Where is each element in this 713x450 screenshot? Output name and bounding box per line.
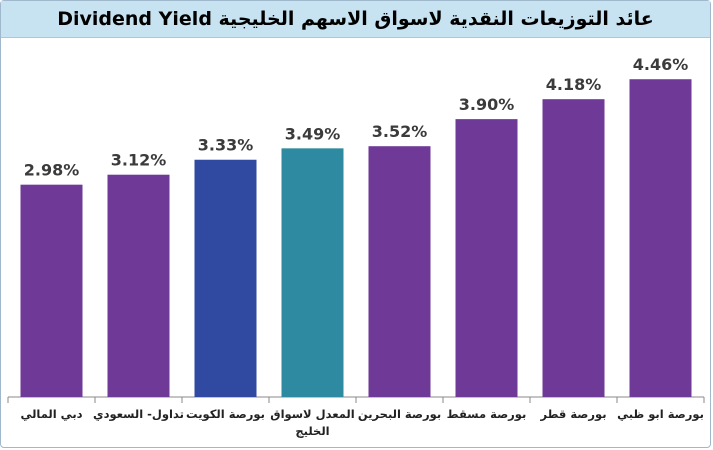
category-labels-group: دبي المالي تداول- السعودي بورصة الكويت المع… [20, 407, 703, 438]
category-label: بورصة مسقط [447, 407, 527, 422]
chart-axes [7, 396, 705, 403]
bar-value-label: 2.98% [24, 161, 80, 180]
bar-value-label: 3.52% [372, 122, 428, 141]
bars-group [20, 79, 692, 398]
bar-value-label: 4.18% [546, 75, 602, 94]
chart-title-bar: عائد التوزيعات النقدية لاسواق الاسهم الخ… [1, 1, 710, 38]
value-labels-group: 2.98% 3.12% 3.33% 3.49% 3.52% 3.90% 4.18% 4.46% [24, 55, 689, 179]
bar [368, 146, 431, 397]
bar [455, 119, 518, 397]
bar-value-label: 4.46% [633, 55, 689, 74]
bar [194, 159, 257, 397]
bar-value-label: 3.90% [459, 95, 515, 114]
bar-value-label: 3.33% [198, 136, 254, 155]
category-label: تداول- السعودي [93, 407, 184, 422]
bar [629, 79, 692, 397]
bar-value-label: 3.12% [111, 151, 167, 170]
bar-value-label: 3.49% [285, 124, 341, 143]
bar [107, 174, 170, 397]
category-label: بورصة الكويت [186, 407, 265, 422]
bar [20, 184, 83, 397]
bar [542, 99, 605, 398]
chart-title: عائد التوزيعات النقدية لاسواق الاسهم الخ… [57, 8, 654, 30]
category-label: بورصة قطر [539, 407, 606, 422]
category-label: بورصة ابو ظبي [617, 407, 704, 422]
bar [281, 148, 344, 397]
category-label: دبي المالي [20, 407, 82, 421]
category-label: بورصة البحرين [358, 407, 441, 422]
category-label: المعدل لاسواق الخليج [270, 407, 354, 438]
